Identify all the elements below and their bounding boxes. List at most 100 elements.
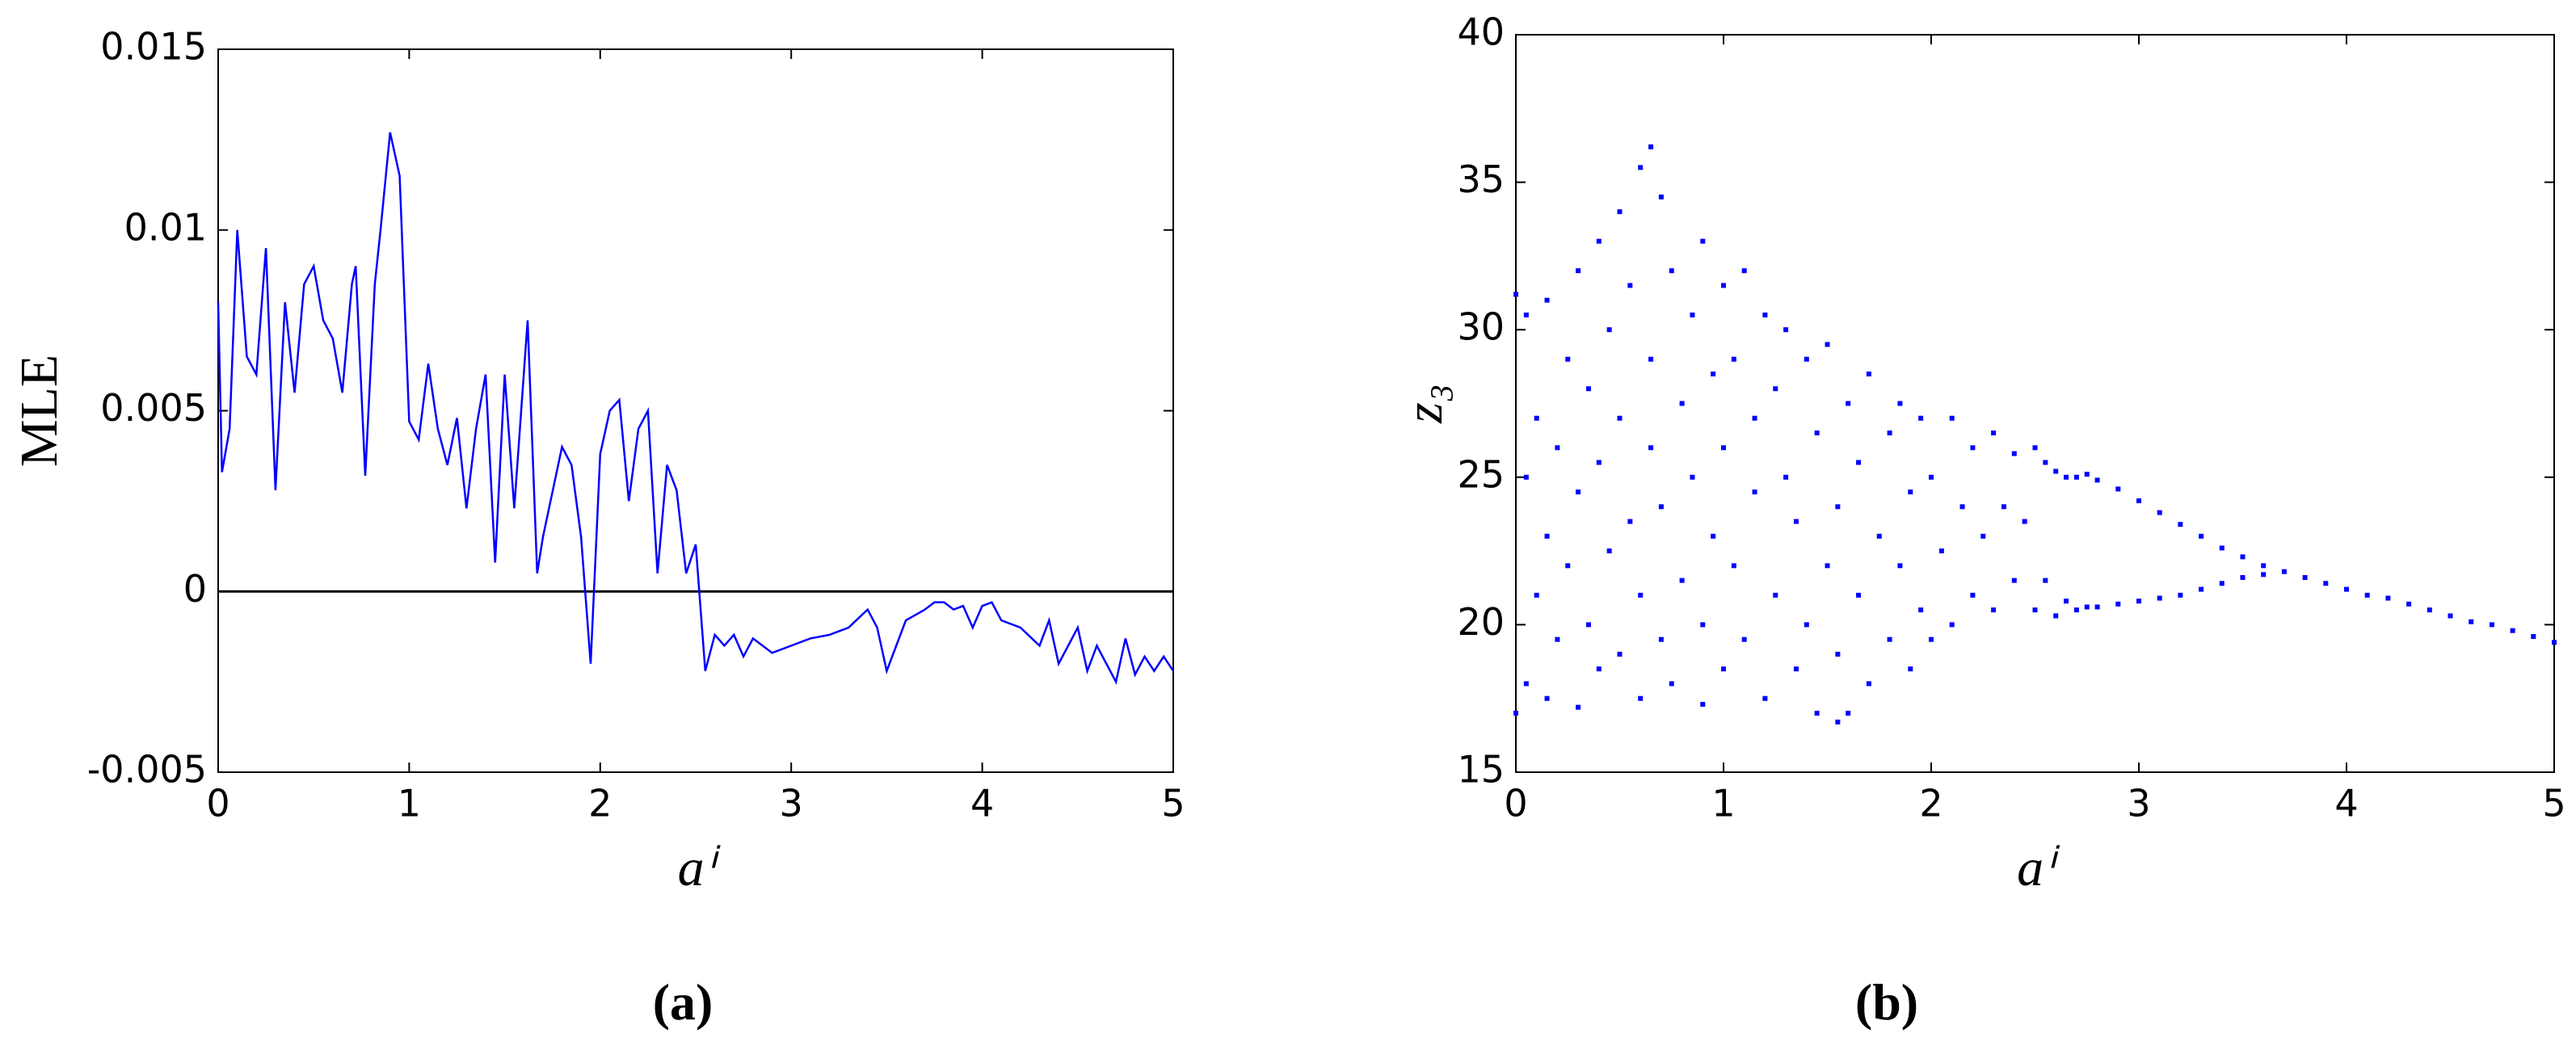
- y-axis-label: MLE: [10, 355, 69, 467]
- scatter-point: [1949, 622, 1955, 628]
- scatter-point: [1544, 533, 1550, 539]
- y-tick-label: 35: [1457, 158, 1505, 201]
- scatter-point: [1783, 474, 1789, 480]
- x-tick-label: 2: [1919, 782, 1943, 825]
- scatter-point: [1897, 401, 1903, 406]
- scatter-point: [2199, 586, 2204, 592]
- scatter-point: [1856, 460, 1862, 465]
- scatter-point: [2073, 474, 2079, 480]
- y-tick-label: 15: [1457, 748, 1505, 792]
- scatter-point: [1596, 460, 1602, 465]
- scatter-point: [2001, 504, 2006, 510]
- x-tick-label: 0: [206, 782, 229, 825]
- scatter-point: [1876, 533, 1882, 539]
- scatter-point: [2043, 578, 2048, 583]
- scatter-point: [1565, 356, 1571, 362]
- scatter-point: [2073, 607, 2079, 613]
- scatter-point: [2094, 604, 2100, 610]
- scatter-point: [1617, 415, 1623, 421]
- y-tick-label: 0.005: [100, 386, 207, 430]
- scatter-point: [1721, 283, 1726, 288]
- scatter-point: [1606, 548, 1612, 554]
- scatter-point: [2178, 592, 2183, 598]
- scatter-point: [1638, 592, 1644, 598]
- scatter-point: [1576, 268, 1581, 274]
- scatter-point: [1866, 371, 1871, 376]
- scatter-point: [1606, 327, 1612, 333]
- scatter-point: [1991, 431, 1997, 436]
- y-tick-label: 0: [183, 567, 207, 611]
- scatter-point: [2240, 554, 2246, 560]
- scatter-point: [1721, 445, 1726, 451]
- scatter-point: [1690, 312, 1695, 317]
- scatter-point: [1638, 695, 1644, 701]
- scatter-point: [2261, 572, 2267, 578]
- scatter-point: [1627, 283, 1633, 288]
- scatter-point: [2344, 586, 2349, 592]
- scatter-point: [1938, 548, 1944, 554]
- scatter-point: [1731, 356, 1736, 362]
- x-tick-label: 4: [2334, 782, 2358, 825]
- scatter-point: [1970, 445, 1976, 451]
- scatter-point: [1866, 681, 1871, 687]
- scatter-point: [1544, 297, 1550, 303]
- scatter-point: [2323, 581, 2329, 586]
- x-tick-label: 0: [1504, 782, 1527, 825]
- scatter-point: [1679, 401, 1685, 406]
- scatter-point: [2199, 533, 2204, 539]
- scatter-point: [1700, 622, 1706, 628]
- x-tick-label: 3: [2127, 782, 2150, 825]
- scatter-point: [1658, 194, 1664, 200]
- y-tick-label: 20: [1457, 600, 1505, 644]
- scatter-point: [1825, 342, 1830, 347]
- scatter-point: [1627, 519, 1633, 524]
- scatter-point: [1980, 533, 1986, 539]
- scatter-point: [2219, 581, 2225, 586]
- scatter-point: [1991, 607, 1997, 613]
- scatter-point: [1929, 636, 1934, 642]
- scatter-point: [1908, 666, 1913, 672]
- y-tick-label: 25: [1457, 452, 1505, 496]
- scatter-point: [1959, 504, 1965, 510]
- scatter-point: [2022, 519, 2027, 524]
- scatter-point: [1887, 636, 1892, 642]
- scatter-point: [1752, 415, 1757, 421]
- scatter-point: [1825, 563, 1830, 569]
- scatter-point: [2032, 607, 2038, 613]
- scatter-point: [1846, 401, 1851, 406]
- scatter-point: [1555, 445, 1560, 451]
- y-tick-label: 40: [1457, 11, 1505, 54]
- scatter-point: [1648, 144, 1654, 149]
- scatter-point: [1513, 710, 1518, 716]
- x-tick-label: 2: [588, 782, 612, 825]
- scatter-point: [1846, 710, 1851, 716]
- scatter-point: [2157, 510, 2162, 515]
- scatter-point: [2531, 634, 2536, 640]
- scatter-point: [1741, 268, 1747, 274]
- scatter-point: [1669, 681, 1674, 687]
- caption: (b): [1855, 973, 1918, 1031]
- scatter-point: [1741, 636, 1747, 642]
- x-axis-label: aⁱ: [2017, 838, 2060, 897]
- scatter-point: [1555, 636, 1560, 642]
- plot-area: [1515, 34, 2555, 773]
- scatter-point: [1804, 356, 1809, 362]
- scatter-point: [1534, 415, 1539, 421]
- scatter-point: [1918, 607, 1924, 613]
- x-tick-label: 3: [780, 782, 803, 825]
- scatter-point: [2406, 601, 2412, 607]
- scatter-point: [1658, 636, 1664, 642]
- scatter-point: [2385, 595, 2391, 601]
- y-tick-label: 30: [1457, 305, 1505, 349]
- scatter-point: [2364, 592, 2370, 598]
- scatter-point: [1814, 431, 1820, 436]
- scatter-point: [1970, 592, 1976, 598]
- scatter-point: [2469, 619, 2474, 624]
- scatter-point: [1731, 563, 1736, 569]
- scatter-point: [2011, 451, 2017, 456]
- scatter-point: [1700, 238, 1706, 244]
- scatter-point: [1679, 578, 1685, 583]
- scatter-point: [2489, 622, 2494, 628]
